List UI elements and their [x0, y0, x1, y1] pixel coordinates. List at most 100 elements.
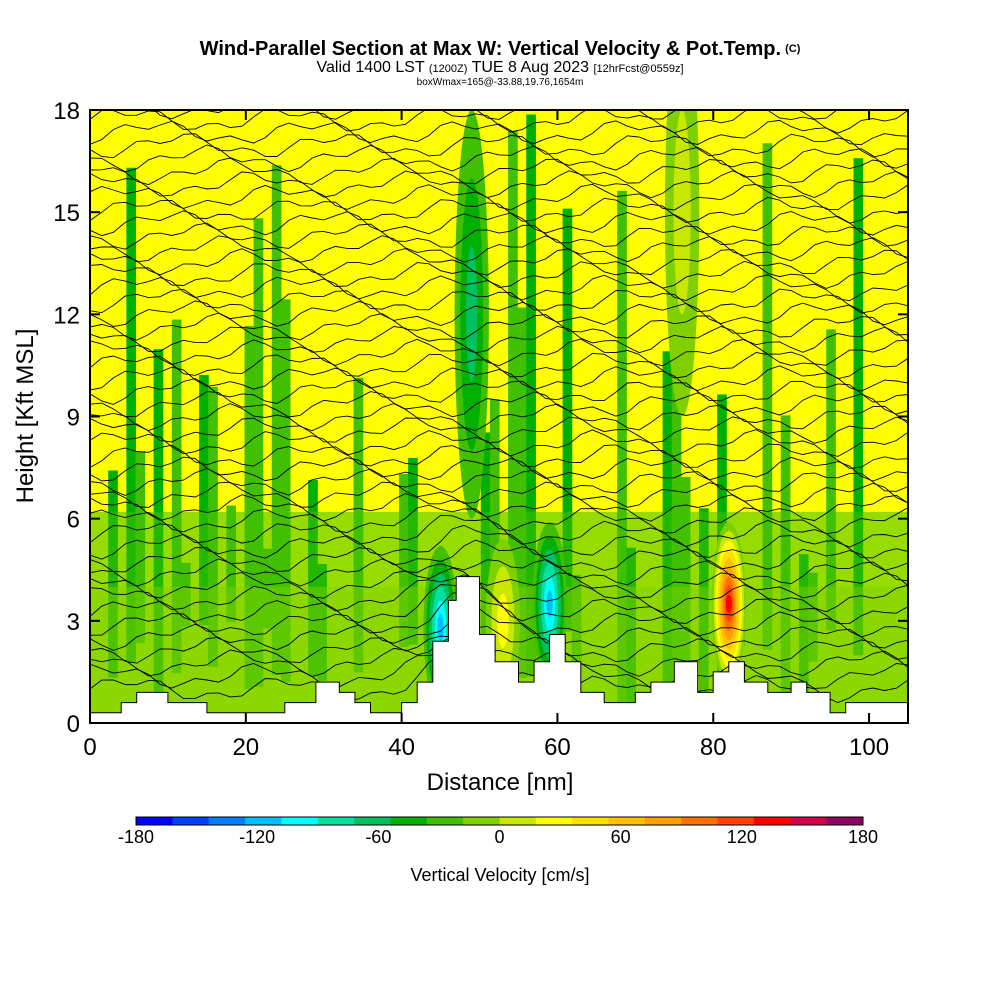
- isentrope-line: [90, 325, 908, 354]
- velocity-band: [853, 158, 864, 656]
- isentrope-line: [90, 539, 908, 573]
- isentrope-line: [90, 403, 908, 432]
- colorbar-tick-label: 180: [848, 827, 878, 847]
- velocity-band: [280, 299, 291, 682]
- isentrope-line: [90, 365, 908, 392]
- velocity-band: [562, 208, 573, 632]
- colorbar-swatch: [644, 817, 682, 825]
- colorbar: -180 -120 -60 0 60 120 180: [118, 816, 878, 847]
- isentrope-line: [90, 636, 908, 677]
- isentrope-line: [90, 584, 908, 625]
- isentrope-line: [90, 605, 908, 651]
- velocity-band: [271, 165, 282, 675]
- isentrope-line: [90, 235, 908, 263]
- x-tick-label: 0: [83, 734, 96, 761]
- isentrope-line: [90, 222, 908, 250]
- isentrope-line: [90, 504, 908, 535]
- isentrope-line: [90, 133, 908, 159]
- colorbar-swatch: [753, 817, 791, 825]
- velocity-band: [199, 374, 209, 626]
- isentrope-line: [90, 591, 908, 638]
- colorbar-swatch: [245, 817, 282, 825]
- isentrope-line: [90, 468, 908, 496]
- isentrope-line: [90, 352, 908, 380]
- isentrope-line: [90, 456, 908, 482]
- y-tick-label: 0: [67, 711, 80, 738]
- x-axis: 0 20 40 60 80 100: [83, 110, 889, 761]
- isentrope-line: [90, 183, 908, 211]
- chart-header: Wind-Parallel Section at Max W: Vertical…: [0, 38, 1000, 89]
- isentrope-line: [90, 481, 908, 508]
- isentrope-line: [90, 524, 908, 560]
- colorbar-swatch: [426, 817, 464, 825]
- valid-time: Valid 1400 LST (1200Z) TUE 8 Aug 2023 [1…: [316, 59, 684, 76]
- isentrope-line: [90, 391, 908, 418]
- velocity-cell: [437, 614, 444, 642]
- y-tick-label: 12: [53, 302, 80, 329]
- velocity-cell: [546, 590, 553, 618]
- colorbar-swatch: [717, 817, 755, 825]
- isentrope-line: [90, 493, 908, 522]
- box-info: boxWmax=165@-33.88,19.76,1654m: [416, 77, 584, 88]
- colorbar-tick-label: 60: [611, 827, 631, 847]
- isentrope-line: [90, 196, 908, 224]
- velocity-band: [253, 218, 264, 688]
- velocity-band: [508, 130, 518, 723]
- isentrope-line: [90, 110, 908, 134]
- isentrope-line: [90, 170, 908, 199]
- y-tick-label: 18: [53, 98, 80, 125]
- potential-temperature-contours: [90, 110, 908, 703]
- colorbar-tick-label: 120: [727, 827, 757, 847]
- y-tick-label: 3: [67, 609, 80, 636]
- velocity-cell: [673, 110, 691, 315]
- colorbar-swatch: [608, 817, 646, 825]
- colorbar-swatch: [463, 817, 500, 825]
- isentrope-line: [90, 558, 908, 587]
- colorbar-swatch: [281, 817, 319, 825]
- colorbar-title: Vertical Velocity [cm/s]: [410, 865, 589, 885]
- y-axis: 0 3 6 9 12 15 18: [53, 98, 908, 738]
- x-tick-label: 40: [388, 734, 415, 761]
- colorbar-swatch: [390, 817, 428, 825]
- velocity-band: [517, 307, 527, 678]
- colorbar-tick-label: -180: [118, 827, 154, 847]
- velocity-band: [526, 114, 536, 677]
- colorbar-tick-label: 0: [494, 827, 504, 847]
- isentrope-line: [153, 110, 838, 120]
- isentrope-line: [90, 429, 908, 457]
- colorbar-swatch: [172, 817, 210, 825]
- velocity-cell: [725, 594, 732, 613]
- isentrope-line: [90, 378, 908, 405]
- colorbar-swatch: [499, 817, 537, 825]
- x-axis-title: Distance [nm]: [427, 769, 574, 796]
- isentrope-line: [90, 416, 908, 444]
- colorbar-swatch: [572, 817, 609, 825]
- velocity-band: [244, 325, 255, 690]
- isentrope-line: [90, 119, 908, 146]
- velocity-band: [826, 329, 836, 631]
- colorbar-tick-label: -120: [239, 827, 275, 847]
- colorbar-swatch: [790, 817, 828, 825]
- isentrope-line: [90, 260, 908, 289]
- colorbar-swatch: [681, 817, 718, 825]
- isentrope-line: [90, 514, 908, 548]
- isentrope-line: [90, 248, 908, 276]
- velocity-band: [762, 143, 773, 650]
- x-tick-label: 100: [849, 734, 889, 761]
- colorbar-frame: [135, 816, 864, 826]
- isentrope-line: [90, 300, 908, 327]
- x-tick-label: 20: [232, 734, 259, 761]
- colorbar-tick-label: -60: [365, 827, 391, 847]
- x-tick-label: 60: [544, 734, 571, 761]
- y-tick-label: 6: [67, 507, 80, 534]
- y-tick-label: 9: [67, 405, 80, 432]
- colorbar-swatch: [208, 817, 246, 825]
- copyright-mark: (C): [785, 43, 801, 55]
- colorbar-swatch: [826, 817, 864, 825]
- isentrope-line: [90, 274, 908, 302]
- isentrope-line: [90, 338, 908, 367]
- terrain-mask: [90, 576, 908, 723]
- isentrope-line: [90, 157, 908, 186]
- colorbar-swatch: [354, 817, 391, 825]
- isentrope-line: [90, 574, 908, 613]
